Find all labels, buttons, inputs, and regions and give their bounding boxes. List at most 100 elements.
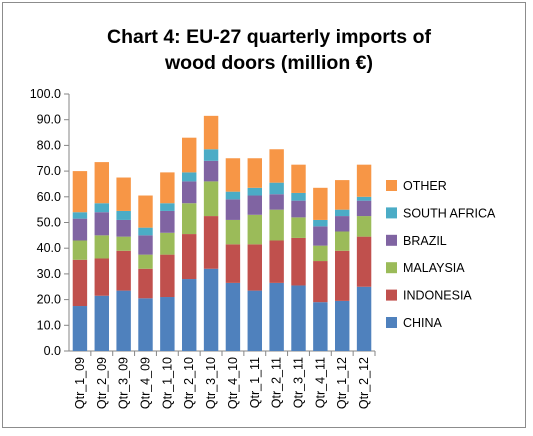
bar-china [138, 298, 153, 351]
bar-indonesia [138, 268, 153, 299]
bar-brazil [225, 199, 241, 220]
legend-label-other: OTHER [403, 179, 447, 193]
bar-brazil [116, 219, 131, 237]
bar-malaysia [203, 181, 219, 217]
bar-indonesia [335, 250, 350, 301]
bar-other [269, 149, 284, 183]
bar-south-africa [138, 227, 153, 236]
bar-malaysia [335, 231, 350, 251]
bar-malaysia [269, 209, 284, 241]
legend-swatch-other [386, 180, 397, 191]
bar-indonesia [291, 237, 306, 286]
bar-other [160, 172, 175, 204]
bar-china [72, 306, 88, 351]
bar-brazil [160, 210, 175, 233]
legend-swatch-brazil [386, 234, 397, 246]
bar-china [313, 302, 328, 351]
bar-other [72, 171, 88, 213]
bar-other [225, 158, 241, 192]
bar-china [116, 290, 131, 351]
legend-swatch-china [386, 317, 397, 328]
legend-label-brazil: BRAZIL [403, 234, 447, 248]
bar-malaysia [225, 219, 241, 245]
x-tick-label: Qtr_1_12 [335, 357, 349, 409]
bar-indonesia [72, 259, 88, 307]
y-tick-label: 70.0 [37, 164, 61, 178]
x-tick-label: Qtr_4_10 [226, 357, 240, 409]
bar-malaysia [72, 240, 88, 260]
bar-indonesia [94, 258, 109, 296]
bar-south-africa [72, 212, 88, 219]
legend-label-malaysia: MALAYSIA [403, 261, 465, 275]
x-tick-label: Qtr_2_12 [357, 357, 371, 409]
x-tick-label: Qtr_3_10 [204, 357, 218, 409]
bar-indonesia [182, 234, 197, 280]
y-tick-label: 60.0 [37, 190, 61, 204]
bar-brazil [203, 160, 219, 182]
chart-frame: Chart 4: EU-27 quarterly imports of wood… [2, 2, 526, 428]
legend-swatch-indonesia [386, 289, 397, 301]
x-tick-label: Qtr_2_11 [270, 357, 284, 408]
bar-south-africa [313, 219, 328, 227]
x-tick-label: Qtr_2_09 [95, 357, 109, 409]
bar-south-africa [335, 209, 350, 217]
bar-other [116, 177, 131, 211]
bar-other [203, 115, 219, 150]
x-tick-label: Qtr_3_11 [292, 357, 306, 408]
bar-indonesia [160, 254, 175, 298]
plot-area: 0.0 10.0 20.0 30.0 40.0 50.0 60.0 70.0 80.0 90.0 1… [30, 87, 376, 409]
bar-brazil [72, 218, 88, 241]
y-tick-label: 30.0 [37, 267, 61, 281]
x-tick-label: Qtr_3_09 [117, 357, 131, 409]
bar-brazil [291, 200, 306, 218]
bar-china [356, 286, 372, 351]
bar-brazil [94, 212, 109, 236]
bar-malaysia [356, 216, 372, 237]
bar-south-africa [356, 196, 372, 201]
y-tick-label: 100.0 [30, 87, 61, 101]
bar-brazil [182, 181, 197, 204]
x-tick-label: Qtr_1_11 [248, 357, 262, 408]
bar-malaysia [116, 236, 131, 251]
bar-china [182, 279, 197, 351]
bar-malaysia [182, 203, 197, 235]
bar-other [335, 180, 350, 210]
bar-indonesia [225, 244, 241, 283]
bar-china [247, 290, 262, 351]
chart-svg: Chart 4: EU-27 quarterly imports of wood… [30, 26, 496, 409]
y-tick-label: 50.0 [37, 216, 61, 230]
bar-south-africa [247, 187, 262, 196]
bar-malaysia [247, 214, 262, 245]
bar-china [335, 300, 350, 351]
bar-south-africa [203, 149, 219, 161]
x-tick-label: Qtr_1_09 [73, 357, 87, 409]
bar-brazil [247, 195, 262, 215]
bar-south-africa [94, 203, 109, 213]
bar-south-africa [291, 192, 306, 201]
bar-malaysia [291, 217, 306, 238]
legend-label-china: CHINA [403, 316, 443, 330]
legend: OTHER SOUTH AFRICA BRAZIL MALAYSIA INDONESIA… [386, 179, 496, 330]
bar-china [94, 295, 109, 351]
bar-other [94, 162, 109, 204]
bar-brazil [356, 200, 372, 217]
x-tick-label: Qtr_4_09 [139, 357, 153, 409]
legend-swatch-malaysia [386, 262, 397, 274]
bar-china [269, 282, 284, 351]
bar-malaysia [313, 245, 328, 262]
bar-south-africa [225, 191, 241, 200]
bar-brazil [269, 194, 284, 210]
x-tick-label: Qtr_4_11 [313, 357, 327, 408]
bar-indonesia [313, 261, 328, 303]
bar-indonesia [356, 236, 372, 287]
bar-south-africa [160, 203, 175, 211]
bar-brazil [313, 226, 328, 246]
y-tick-label: 20.0 [37, 293, 61, 307]
y-tick-label: 40.0 [37, 241, 61, 255]
y-tick-label: 10.0 [37, 318, 61, 332]
bar-indonesia [269, 240, 284, 283]
x-tick-label: Qtr_2_10 [182, 357, 196, 409]
legend-label-indonesia: INDONESIA [403, 289, 472, 303]
bar-brazil [335, 216, 350, 232]
chart-title-line2: wood doors (million €) [164, 52, 373, 74]
